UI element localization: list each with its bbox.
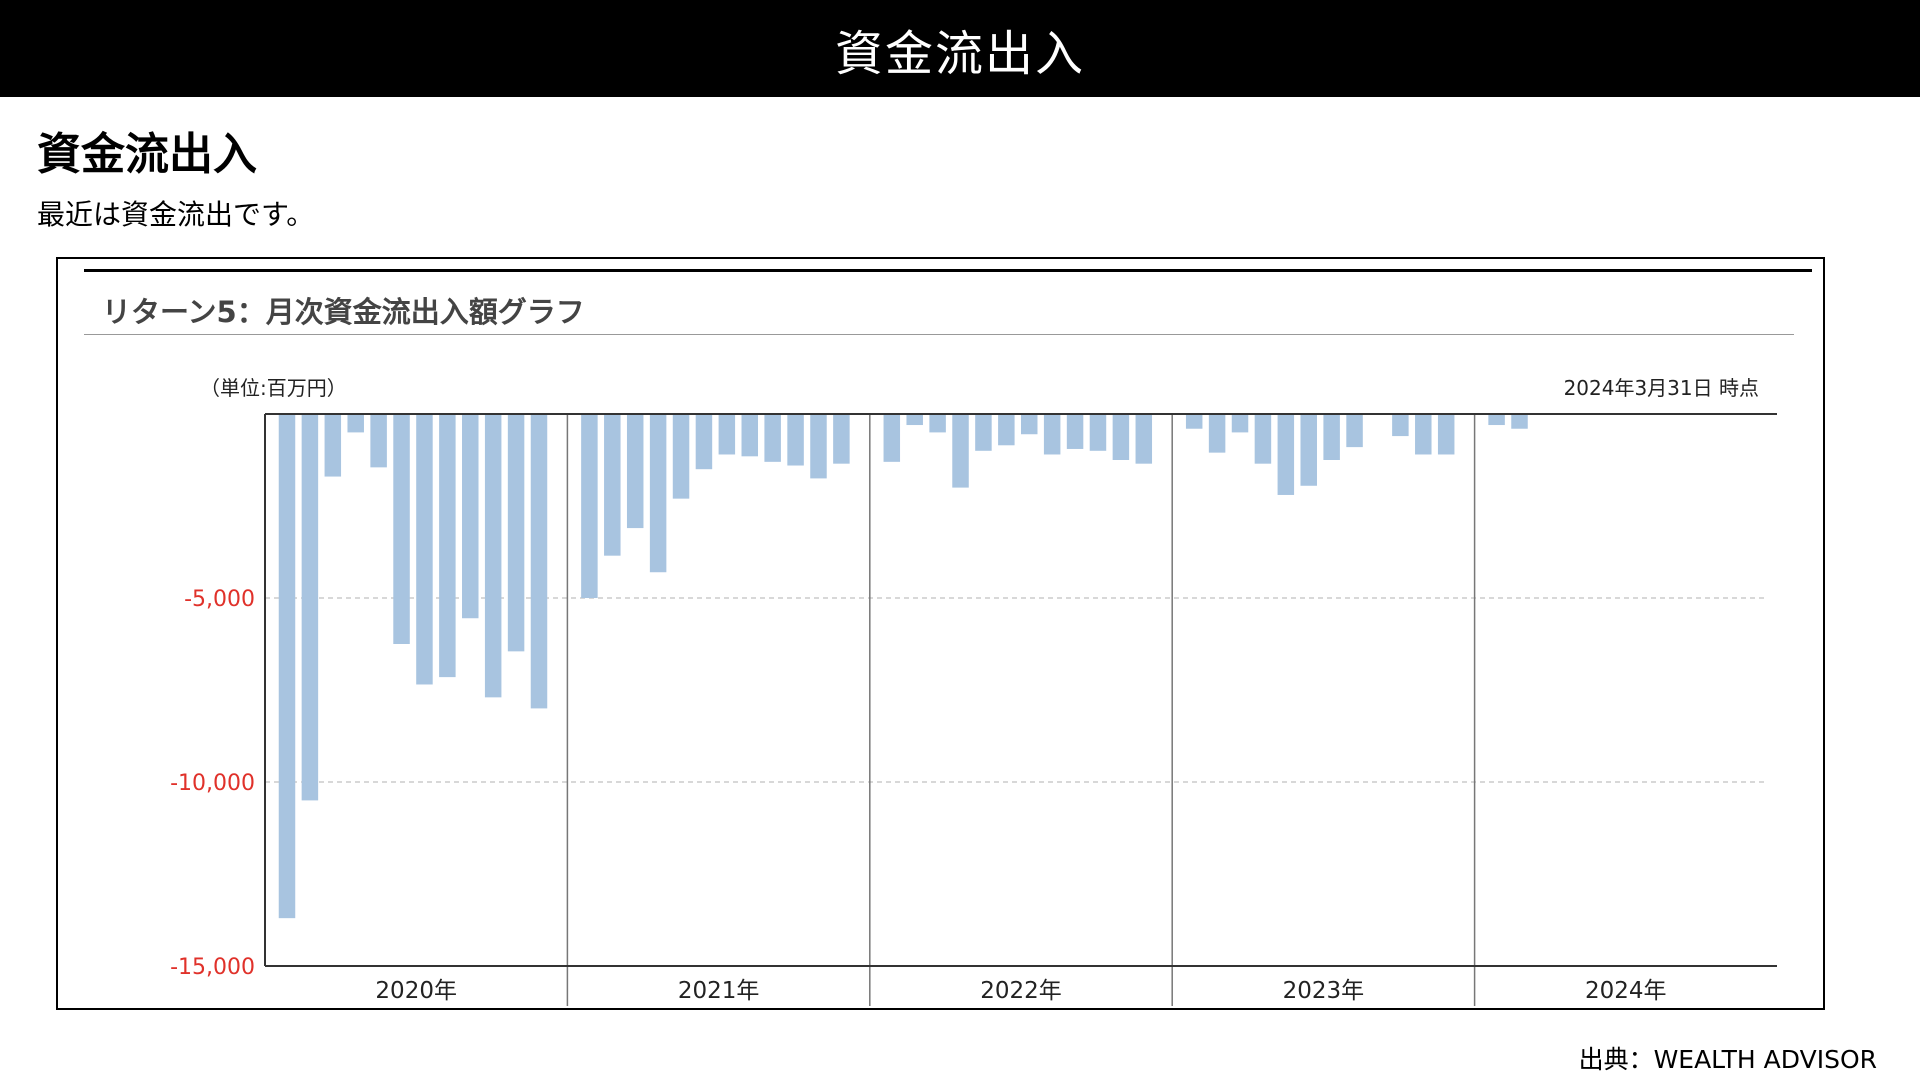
- x-tick-label: 2022年: [980, 978, 1062, 1004]
- bar-2021年-m10: [787, 414, 804, 466]
- section-description: 最近は資金流出です。: [37, 198, 315, 231]
- bar-2020年-m1: [278, 414, 296, 919]
- x-tick-label: 2023年: [1283, 978, 1365, 1004]
- bar-2020年-m2: [301, 414, 319, 801]
- bar-2021年-m9: [764, 414, 781, 462]
- bar-2020年-m8: [439, 414, 456, 678]
- bar-2024年-m1: [1488, 414, 1505, 426]
- bar-2020年-m4: [347, 414, 364, 433]
- bar-2021年-m5: [672, 414, 690, 499]
- bar-2022年-m12: [1135, 414, 1153, 464]
- y-tick-label: -10,000: [170, 771, 255, 796]
- bar-2021年-m11: [810, 414, 827, 479]
- bar-2022年-m10: [1089, 414, 1107, 451]
- bar-2024年-m2: [1511, 414, 1528, 429]
- bar-2020年-m6: [393, 414, 410, 644]
- bar-2023年-m11: [1415, 414, 1432, 455]
- bar-2023年-m10: [1392, 414, 1409, 437]
- bar-2020年-m5: [370, 414, 387, 468]
- bar-2021年-m7: [718, 414, 736, 455]
- bar-2020年-m11: [507, 414, 525, 652]
- bar-2023年-m2: [1208, 414, 1226, 453]
- y-tick-label: -5,000: [184, 587, 255, 612]
- chart-unit-label: （単位:百万円）: [200, 376, 347, 400]
- bar-2021年-m3: [626, 414, 644, 529]
- bar-2023年-m7: [1323, 414, 1340, 460]
- source-credit: 出典：WEALTH ADVISOR: [1578, 1045, 1877, 1074]
- bar-2022年-m5: [975, 414, 992, 451]
- bar-2022年-m1: [883, 414, 901, 462]
- chart-title: リターン5：月次資金流出入額グラフ: [102, 295, 585, 329]
- bar-2020年-m3: [324, 414, 342, 477]
- bar-2023年-m5: [1277, 414, 1295, 495]
- bar-2022年-m7: [1021, 414, 1038, 435]
- chart-as-of-date: 2024年3月31日 時点: [1563, 376, 1759, 400]
- bar-2021年-m8: [741, 414, 759, 457]
- x-tick-label: 2024年: [1585, 978, 1667, 1004]
- bar-2023年-m1: [1185, 414, 1203, 429]
- bar-2021年-m1: [581, 414, 598, 598]
- x-tick-label: 2020年: [375, 978, 457, 1004]
- bar-2022年-m11: [1112, 414, 1130, 460]
- bar-2023年-m3: [1231, 414, 1249, 433]
- bar-2023年-m8: [1346, 414, 1363, 448]
- bar-2022年-m8: [1043, 414, 1061, 455]
- chart-top-rule: [84, 269, 1812, 272]
- bar-2022年-m9: [1066, 414, 1084, 449]
- chart-card: リターン5：月次資金流出入額グラフ （単位:百万円） 2024年3月31日 時点…: [56, 257, 1825, 1010]
- bar-2021年-m12: [833, 414, 850, 464]
- chart-title-divider: [84, 334, 1794, 335]
- section-heading: 資金流出入: [37, 129, 257, 180]
- bar-2021年-m6: [695, 414, 713, 470]
- header-bar: 資金流出入: [0, 0, 1920, 97]
- bar-2023年-m4: [1254, 414, 1272, 464]
- bar-2021年-m4: [649, 414, 667, 573]
- bar-2023年-m12: [1437, 414, 1455, 455]
- x-tick-label: 2021年: [678, 978, 760, 1004]
- bar-2020年-m9: [462, 414, 479, 619]
- bar-2020年-m12: [530, 414, 548, 709]
- bar-2022年-m3: [929, 414, 946, 433]
- header-title: 資金流出入: [834, 25, 1085, 82]
- bar-2023年-m6: [1300, 414, 1317, 486]
- bar-chart: -5,000 -10,000 -15,000 2020年 2021年 2022年 2023年…: [170, 413, 1777, 1006]
- bar-2020年-m7: [416, 414, 433, 685]
- bar-2022年-m2: [906, 414, 923, 426]
- bar-2022年-m4: [952, 414, 969, 488]
- bar-2020年-m10: [484, 414, 502, 698]
- bar-2022年-m6: [998, 414, 1015, 446]
- bar-2021年-m2: [604, 414, 621, 556]
- y-tick-label: -15,000: [170, 955, 255, 980]
